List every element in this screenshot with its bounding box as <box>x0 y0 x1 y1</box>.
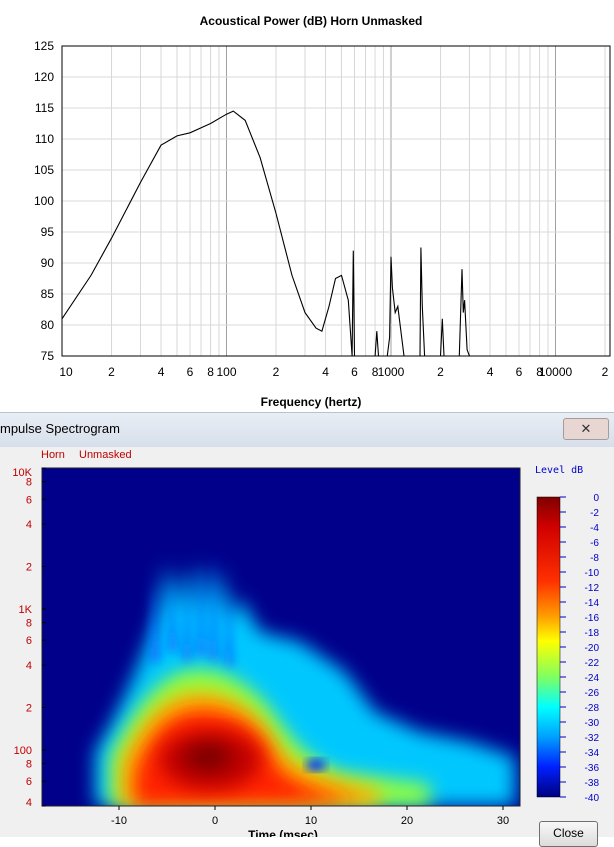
colorbar-title: Level dB <box>535 465 584 476</box>
acoustical-power-chart: Acoustical Power (dB) Horn Unmasked 125 1… <box>34 14 611 409</box>
y-tick-label: 75 <box>41 349 55 363</box>
spectrogram-y-tick-label: 8 <box>26 477 32 489</box>
spectrogram-window: mpulse Spectrogram ✕ Horn Unmasked Level… <box>0 412 614 847</box>
x-tick-label: 10 <box>59 365 73 379</box>
colorbar-tick-label: -26 <box>585 688 600 699</box>
colorbar-tick-label: -36 <box>585 763 600 774</box>
x-tick-label: 100 <box>216 365 236 379</box>
spectrogram-y-tick-label: 4 <box>26 660 32 672</box>
y-tick-label: 90 <box>41 256 55 270</box>
window-titlebar[interactable]: mpulse Spectrogram ✕ <box>0 412 614 447</box>
colorbar-tick-label: -20 <box>585 643 600 654</box>
spectrogram-frame <box>41 467 521 807</box>
x-tick-label: 6 <box>516 365 523 379</box>
colorbar-tick-label: -24 <box>585 673 600 684</box>
spectrogram-y-tick-label: 100 <box>14 745 32 757</box>
spectrogram-x-tick-label: -10 <box>111 815 127 827</box>
legend-mask: Unmasked <box>79 449 132 461</box>
colorbar-tick-label: -4 <box>590 523 599 534</box>
spectrogram-y-tick-label: 4 <box>26 519 32 531</box>
colorbar-tick-label: -38 <box>585 778 600 789</box>
spectrogram-chart: 0 -2 -4 -6 -8 -10 -12 -14 -16 -18 -20 -22 -24 -26 -28 -… <box>12 467 600 837</box>
x-tick-label: 4 <box>322 365 329 379</box>
spectrogram-x-tick-label: 20 <box>401 815 413 827</box>
chart-title: Acoustical Power (dB) Horn Unmasked <box>200 14 423 28</box>
y-tick-label: 85 <box>41 287 55 301</box>
x-tick-label: 2 <box>108 365 115 379</box>
spectrogram-y-tick-label: 10K <box>12 467 32 479</box>
window-title: mpulse Spectrogram <box>0 421 120 436</box>
x-tick-label: 2 <box>273 365 280 379</box>
x-tick-label: 1000 <box>378 365 405 379</box>
power-curve <box>61 110 471 357</box>
spectrogram-x-tick-label: 10 <box>305 815 317 827</box>
colorbar-tick-label: -6 <box>590 538 599 549</box>
y-tick-label: 110 <box>35 132 54 146</box>
spectrogram-heatmap <box>95 557 515 806</box>
y-tick-label: 115 <box>35 101 54 115</box>
colorbar-tick-label: -40 <box>585 793 600 804</box>
spectrogram-y-tick-label: 2 <box>26 702 32 714</box>
colorbar-tick-label: -8 <box>590 553 599 564</box>
colorbar-tick-label: -32 <box>585 733 600 744</box>
colorbar-tick-label: -28 <box>585 703 600 714</box>
y-tick-label: 105 <box>34 163 54 177</box>
colorbar-tick-label: -14 <box>585 598 600 609</box>
spectrogram-x-tick-label: 0 <box>212 815 218 827</box>
spectrogram-y-tick-label: 2 <box>26 562 32 574</box>
x-tick-label: 8 <box>207 365 214 379</box>
colorbar <box>536 496 561 798</box>
legend-source: Horn <box>41 449 65 461</box>
spectrogram-y-tick-label: 8 <box>26 618 32 630</box>
x-tick-label: 4 <box>487 365 494 379</box>
x-tick-label: 4 <box>158 365 165 379</box>
x-axis-label: Frequency (hertz) <box>261 395 362 409</box>
window-close-icon[interactable]: ✕ <box>563 418 609 440</box>
colorbar-tick-label: -12 <box>585 583 600 594</box>
colorbar-tick-label: -2 <box>590 508 599 519</box>
spectrogram-y-tick-label: 4 <box>26 797 32 809</box>
x-tick-label: 2 <box>437 365 444 379</box>
x-tick-label: 2 <box>602 365 609 379</box>
colorbar-tick-label: 0 <box>593 493 599 504</box>
y-tick-label: 95 <box>41 225 55 239</box>
spectrogram-y-tick-label: 6 <box>26 635 32 647</box>
colorbar-tick-label: -34 <box>585 748 600 759</box>
spectrogram-y-tick-label: 1K <box>19 604 33 616</box>
x-tick-label: 8 <box>536 365 543 379</box>
colorbar-tick-label: -16 <box>585 613 600 624</box>
x-tick-label: 6 <box>187 365 194 379</box>
plot-frame <box>61 45 611 357</box>
colorbar-tick-label: -22 <box>585 658 600 669</box>
spectrogram-x-axis-label: Time (msec) <box>248 828 318 837</box>
acoustical-power-panel: Acoustical Power (dB) Horn Unmasked 125 1… <box>0 0 614 412</box>
x-tick-label: 10000 <box>539 365 573 379</box>
spectrogram-y-tick-label: 8 <box>26 759 32 771</box>
x-tick-label: 8 <box>372 365 379 379</box>
spectrogram-y-tick-label: 6 <box>26 494 32 506</box>
colorbar-tick-label: -10 <box>585 568 600 579</box>
colorbar-tick-label: -18 <box>585 628 600 639</box>
y-tick-label: 120 <box>34 70 54 84</box>
x-tick-label: 6 <box>351 365 358 379</box>
y-tick-label: 80 <box>41 318 55 332</box>
colorbar-tick-label: -30 <box>585 718 600 729</box>
spectrogram-y-tick-label: 6 <box>26 776 32 788</box>
spectrogram-x-tick-label: 30 <box>497 815 509 827</box>
y-tick-label: 100 <box>34 194 54 208</box>
close-button[interactable]: Close <box>539 821 598 847</box>
y-tick-label: 125 <box>34 39 54 53</box>
